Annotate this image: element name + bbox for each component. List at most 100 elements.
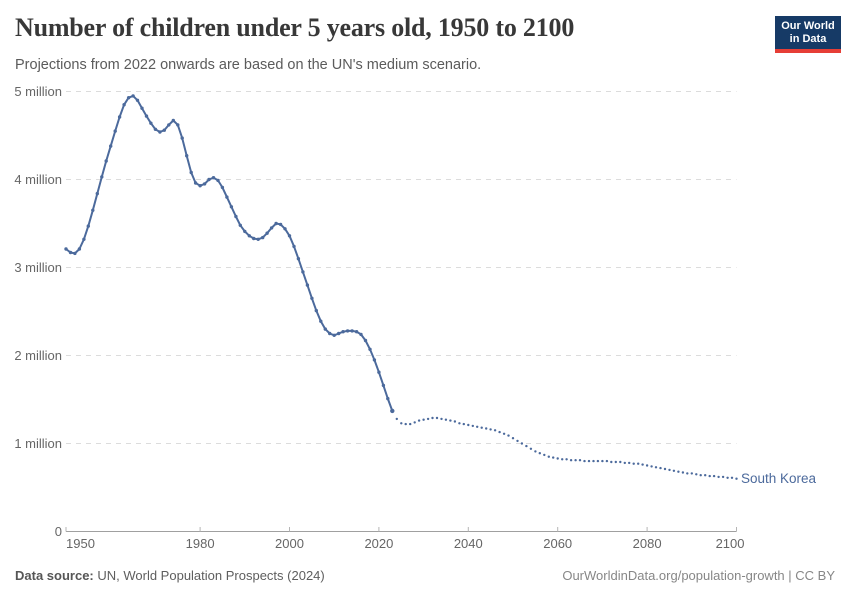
projection-dot — [663, 467, 667, 471]
series-marker — [363, 338, 368, 343]
projection-dot — [489, 428, 492, 431]
series-marker — [113, 129, 117, 133]
series-marker — [265, 231, 269, 235]
series-marker — [386, 396, 390, 401]
series-marker — [301, 270, 305, 274]
series-marker — [243, 229, 247, 234]
projection-dot — [587, 459, 591, 463]
series-marker — [144, 114, 149, 118]
series-marker — [176, 123, 180, 127]
series-marker — [185, 154, 189, 158]
owid-logo-line2: in Data — [789, 33, 827, 46]
projection-dot — [726, 476, 729, 479]
series-marker — [229, 205, 234, 209]
projection-dot — [413, 421, 416, 424]
series-marker — [283, 227, 287, 231]
projection-dot — [444, 418, 448, 421]
projection-dot — [610, 460, 613, 464]
projection-dot — [645, 464, 649, 467]
series-marker — [82, 237, 86, 241]
projection-dot — [654, 466, 658, 469]
projection-dot — [704, 474, 707, 477]
projection-dot — [458, 422, 461, 425]
projection-dot — [735, 477, 738, 480]
projection-dot — [712, 474, 716, 478]
series-marker — [350, 329, 354, 333]
credit-url: OurWorldinData.org/population-growth | C… — [562, 568, 835, 583]
projection-dot — [619, 460, 622, 464]
projection-dot — [623, 461, 626, 465]
series-marker — [193, 181, 198, 185]
projection-dot — [677, 470, 680, 473]
projection-dot — [565, 458, 568, 461]
x-tick-label: 1950 — [66, 536, 95, 551]
projection-dot — [596, 459, 600, 463]
series-marker — [171, 118, 175, 123]
data-source-label: Data source: — [15, 568, 94, 583]
series-marker — [104, 159, 108, 163]
series-marker — [274, 221, 278, 226]
series-path — [65, 94, 394, 412]
series-marker — [91, 208, 95, 212]
series-marker — [225, 195, 229, 199]
projection-dot — [708, 474, 711, 478]
projection-dot — [516, 439, 519, 443]
projection-dot — [578, 459, 582, 462]
projection-dot — [422, 418, 425, 421]
projection-dot — [409, 422, 412, 426]
projection-dot — [556, 457, 559, 460]
series-marker — [345, 329, 350, 333]
projection-dot — [534, 450, 537, 453]
series-marker — [140, 106, 144, 110]
projection-dot — [431, 416, 434, 420]
series-marker — [198, 184, 202, 188]
projection-dot — [632, 462, 635, 465]
series-marker — [359, 332, 363, 337]
projection-dot — [569, 459, 573, 462]
projection-dot — [395, 417, 398, 421]
projection-dot — [480, 426, 483, 429]
series-marker — [381, 383, 386, 388]
projection-dot — [507, 434, 510, 437]
projection-dot — [493, 429, 497, 432]
series-marker — [73, 251, 77, 256]
series-marker — [149, 121, 153, 125]
projection-dot — [417, 419, 421, 422]
projection-dot — [476, 425, 479, 428]
series-marker — [337, 331, 341, 336]
series-marker — [211, 176, 216, 180]
series-marker — [323, 327, 327, 331]
projection-dot — [400, 422, 403, 425]
y-tick-label: 1 million — [14, 436, 62, 451]
series-marker — [180, 136, 184, 140]
projection-dot — [690, 472, 693, 475]
series-marker — [377, 370, 381, 374]
x-tick-label: 2100 — [716, 536, 745, 551]
series-marker — [109, 144, 113, 148]
projection-dot — [601, 459, 604, 463]
series-marker — [269, 226, 274, 230]
projection-dot — [699, 474, 702, 477]
projection-dot — [467, 423, 470, 427]
owid-logo: Our World in Data — [775, 16, 841, 54]
series-marker — [234, 214, 238, 219]
projection-dot — [668, 468, 671, 472]
projection-dot — [614, 460, 617, 464]
projection-dot — [498, 430, 501, 434]
series-marker — [135, 98, 140, 103]
series-marker — [100, 175, 104, 179]
y-tick-label: 3 million — [14, 260, 62, 275]
projection-dot — [561, 458, 564, 461]
projection-dot — [686, 472, 689, 475]
series-marker — [256, 237, 260, 241]
series-marker — [220, 185, 225, 190]
series-marker — [122, 103, 126, 107]
x-tick-label: 2020 — [364, 536, 393, 551]
series-marker — [167, 123, 171, 127]
projection-dot — [426, 417, 430, 421]
projection-dot — [672, 469, 676, 472]
series-marker — [189, 170, 193, 175]
projection-dot — [730, 476, 734, 479]
projection-dot — [547, 455, 550, 458]
